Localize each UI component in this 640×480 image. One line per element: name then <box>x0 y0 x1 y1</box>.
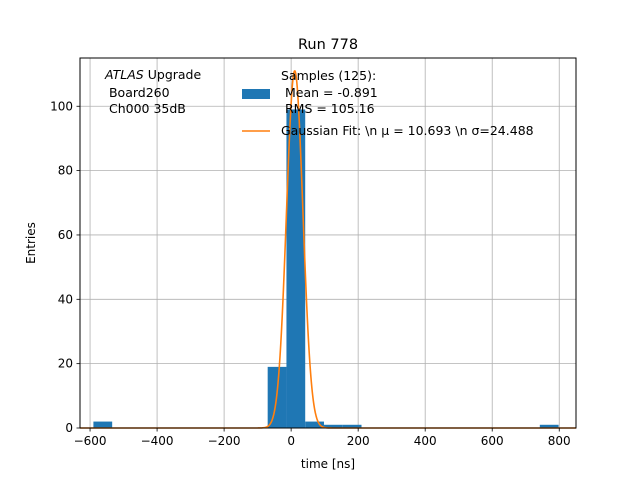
annotation-line-channel: Ch000 35dB <box>105 101 186 116</box>
x-tick-label: 600 <box>481 434 504 448</box>
y-tick-label: 0 <box>65 421 73 435</box>
annotation-line-board: Board260 <box>105 85 170 100</box>
histogram-bar <box>342 424 362 428</box>
x-axis: −600 −400 −200 0 200 400 600 800 <box>74 428 571 448</box>
histogram-bar <box>539 424 559 428</box>
chart-title: Run 778 <box>298 37 358 53</box>
x-tick-label: 200 <box>347 434 370 448</box>
plot-frame <box>79 57 577 429</box>
x-tick-label: −600 <box>74 434 107 448</box>
legend-histogram-swatch <box>242 89 270 99</box>
histogram-bar <box>323 424 343 428</box>
y-tick-label: 80 <box>58 164 73 178</box>
legend-fit-label: Gaussian Fit: \n μ = 10.693 \n σ=24.488 <box>281 123 534 138</box>
annotation-suffix: Upgrade <box>148 67 202 82</box>
y-axis-label: Entries <box>24 222 38 264</box>
histogram-bars <box>93 109 559 428</box>
histogram-bar <box>93 421 113 428</box>
y-tick-label: 60 <box>58 228 73 242</box>
legend-histogram-label-line3: RMS = 105.16 <box>281 101 375 116</box>
grid <box>80 58 576 429</box>
legend-histogram-label-line2: Mean = -0.891 <box>281 85 378 100</box>
x-tick-label: 0 <box>287 434 295 448</box>
x-tick-label: 400 <box>414 434 437 448</box>
y-axis: 0 20 40 60 80 100 <box>50 99 80 435</box>
histogram-bar <box>286 109 306 428</box>
atlas-annotation: ATLAS Upgrade Board260 Ch000 35dB <box>104 67 201 116</box>
y-tick-label: 40 <box>58 292 73 306</box>
x-tick-label: −400 <box>141 434 174 448</box>
histogram-bar <box>305 421 324 428</box>
x-axis-label: time [ns] <box>301 457 355 471</box>
annotation-prefix: ATLAS <box>104 67 144 82</box>
x-tick-label: −200 <box>208 434 241 448</box>
y-tick-label: 100 <box>50 99 73 113</box>
legend-histogram-label-line1: Samples (125): <box>281 68 376 83</box>
x-tick-label: 800 <box>548 434 571 448</box>
legend: Samples (125): Mean = -0.891 RMS = 105.1… <box>242 68 534 138</box>
y-tick-label: 20 <box>58 357 73 371</box>
